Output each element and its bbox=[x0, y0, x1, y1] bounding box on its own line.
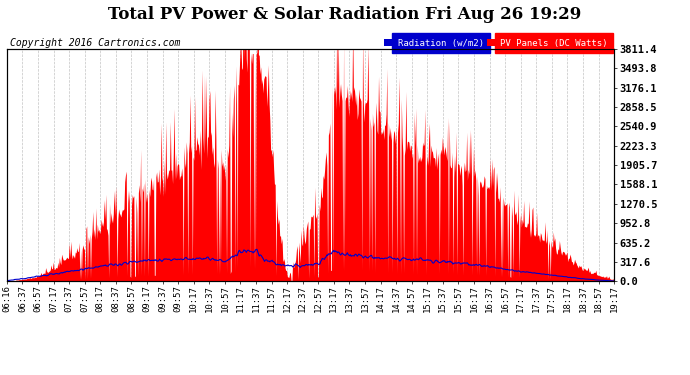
Legend: Radiation (w/m2), PV Panels (DC Watts): Radiation (w/m2), PV Panels (DC Watts) bbox=[383, 37, 609, 50]
Text: Copyright 2016 Cartronics.com: Copyright 2016 Cartronics.com bbox=[10, 38, 180, 48]
Text: Total PV Power & Solar Radiation Fri Aug 26 19:29: Total PV Power & Solar Radiation Fri Aug… bbox=[108, 6, 582, 22]
